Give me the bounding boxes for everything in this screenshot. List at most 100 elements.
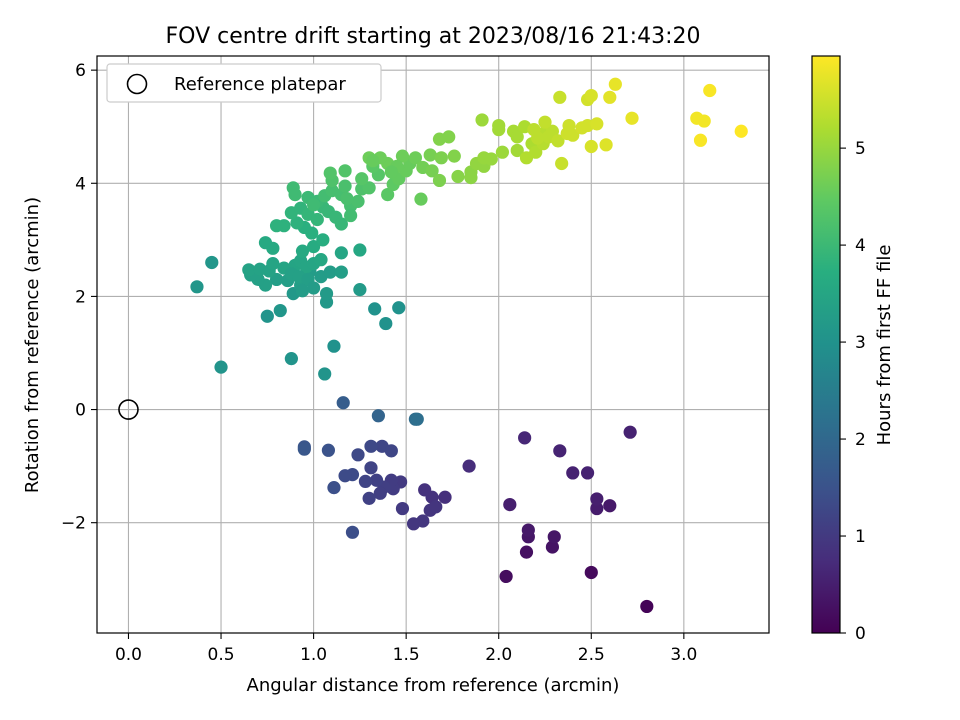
scatter-point	[447, 149, 461, 163]
scatter-point	[334, 217, 348, 231]
scatter-point	[364, 439, 378, 453]
scatter-point	[418, 483, 432, 497]
scatter-point	[414, 192, 428, 206]
legend-box	[106, 63, 382, 103]
scatter-point	[338, 469, 352, 483]
scatter-point	[379, 316, 393, 331]
scatter-point	[693, 133, 708, 147]
colorbar-gradient	[811, 55, 841, 634]
scatter-point	[368, 302, 382, 316]
scatter-point	[353, 243, 367, 257]
scatter-point	[425, 164, 439, 178]
scatter-point	[584, 139, 598, 154]
scatter-point	[423, 148, 437, 162]
scatter-point	[336, 396, 350, 410]
scatter-point	[475, 113, 489, 127]
scatter-point	[334, 246, 348, 260]
scatter-point	[492, 118, 506, 133]
scatter-point	[590, 117, 604, 131]
scatter-point	[530, 131, 545, 145]
scatter-point	[306, 198, 321, 212]
grid-lines	[97, 56, 769, 633]
scatter-point	[306, 240, 321, 254]
scatter-point	[625, 111, 639, 125]
scatter-point	[703, 83, 717, 98]
scatter-point	[290, 216, 304, 230]
scatter-point	[406, 517, 421, 531]
y-tick-label: −2	[61, 514, 86, 534]
scatter-point	[321, 443, 336, 457]
scatter-point	[584, 565, 598, 580]
scatter-point	[323, 265, 337, 279]
x-tick-label: 2.0	[485, 645, 512, 665]
scatter-point	[608, 77, 622, 91]
scatter-point	[555, 156, 569, 171]
scatter-point	[266, 257, 280, 271]
scatter-point	[392, 301, 406, 315]
scatter-point	[545, 540, 560, 554]
scatter-point	[355, 172, 369, 186]
legend: Reference platepar	[106, 63, 382, 103]
scatter-point	[503, 497, 517, 512]
colorbar-tick-label: 3	[855, 333, 866, 353]
scatter-point	[566, 466, 580, 480]
colorbar-ticks: 0 1 2 3 4 5	[840, 139, 866, 644]
scatter-point	[327, 339, 341, 353]
y-tick-label: 6	[75, 61, 86, 81]
x-axis-label: Angular distance from reference (arcmin)	[247, 675, 620, 696]
x-tick-label: 0.5	[208, 645, 235, 665]
scatter-point	[297, 442, 311, 456]
scatter-point	[553, 444, 567, 458]
y-tick-label: 4	[75, 174, 86, 194]
colorbar: 0 1 2 3 4 5 Hours from first FF file	[811, 55, 895, 644]
x-tick-label: 2.5	[578, 645, 605, 665]
scatter-point	[260, 309, 274, 323]
scatter-point	[529, 145, 543, 159]
scatter-point	[205, 255, 219, 270]
data-points	[190, 77, 748, 614]
legend-reference-marker-icon	[126, 73, 148, 95]
scatter-point	[464, 171, 478, 185]
scatter-point	[306, 281, 321, 295]
scatter-point	[584, 88, 598, 103]
colorbar-tick-label: 2	[855, 430, 866, 450]
x-tick-label: 0.0	[115, 645, 142, 665]
scatter-point	[369, 473, 384, 487]
scatter-point	[538, 115, 552, 129]
reference-platepar-marker	[118, 399, 139, 420]
scatter-point	[340, 191, 354, 206]
scatter-point	[547, 530, 561, 544]
scatter-point	[242, 263, 256, 277]
scatter-point	[295, 284, 310, 298]
scatter-point	[323, 166, 337, 180]
colorbar-tick-label: 4	[855, 236, 866, 256]
scatter-point	[519, 545, 534, 559]
scatter-point	[266, 241, 280, 255]
scatter-point	[599, 138, 613, 152]
scatter-point	[495, 145, 510, 159]
scatter-point	[214, 360, 228, 374]
x-axis-ticks: 0.0 0.5 1.0 1.5 2.0 2.5 3.0	[115, 633, 697, 665]
scatter-point	[432, 173, 447, 188]
scatter-point	[273, 303, 287, 318]
scatter-point	[697, 114, 711, 128]
scatter-point	[310, 212, 324, 227]
scatter-point	[362, 181, 376, 195]
chart-title: FOV centre drift starting at 2023/08/16 …	[166, 24, 701, 49]
scatter-point	[334, 265, 348, 279]
scatter-point	[327, 481, 341, 495]
scatter-point	[284, 352, 298, 366]
scatter-point	[345, 525, 360, 539]
scatter-point	[318, 367, 332, 381]
scatter-point	[381, 187, 395, 202]
scatter-point	[295, 244, 310, 258]
scatter-point	[510, 143, 524, 158]
scatter-point	[434, 151, 448, 165]
plot-frame	[96, 55, 770, 634]
scatter-point	[269, 272, 284, 287]
scatter-point	[484, 152, 498, 166]
x-tick-label: 3.0	[670, 645, 697, 665]
scatter-point	[319, 286, 334, 301]
scatter-point	[734, 124, 748, 138]
